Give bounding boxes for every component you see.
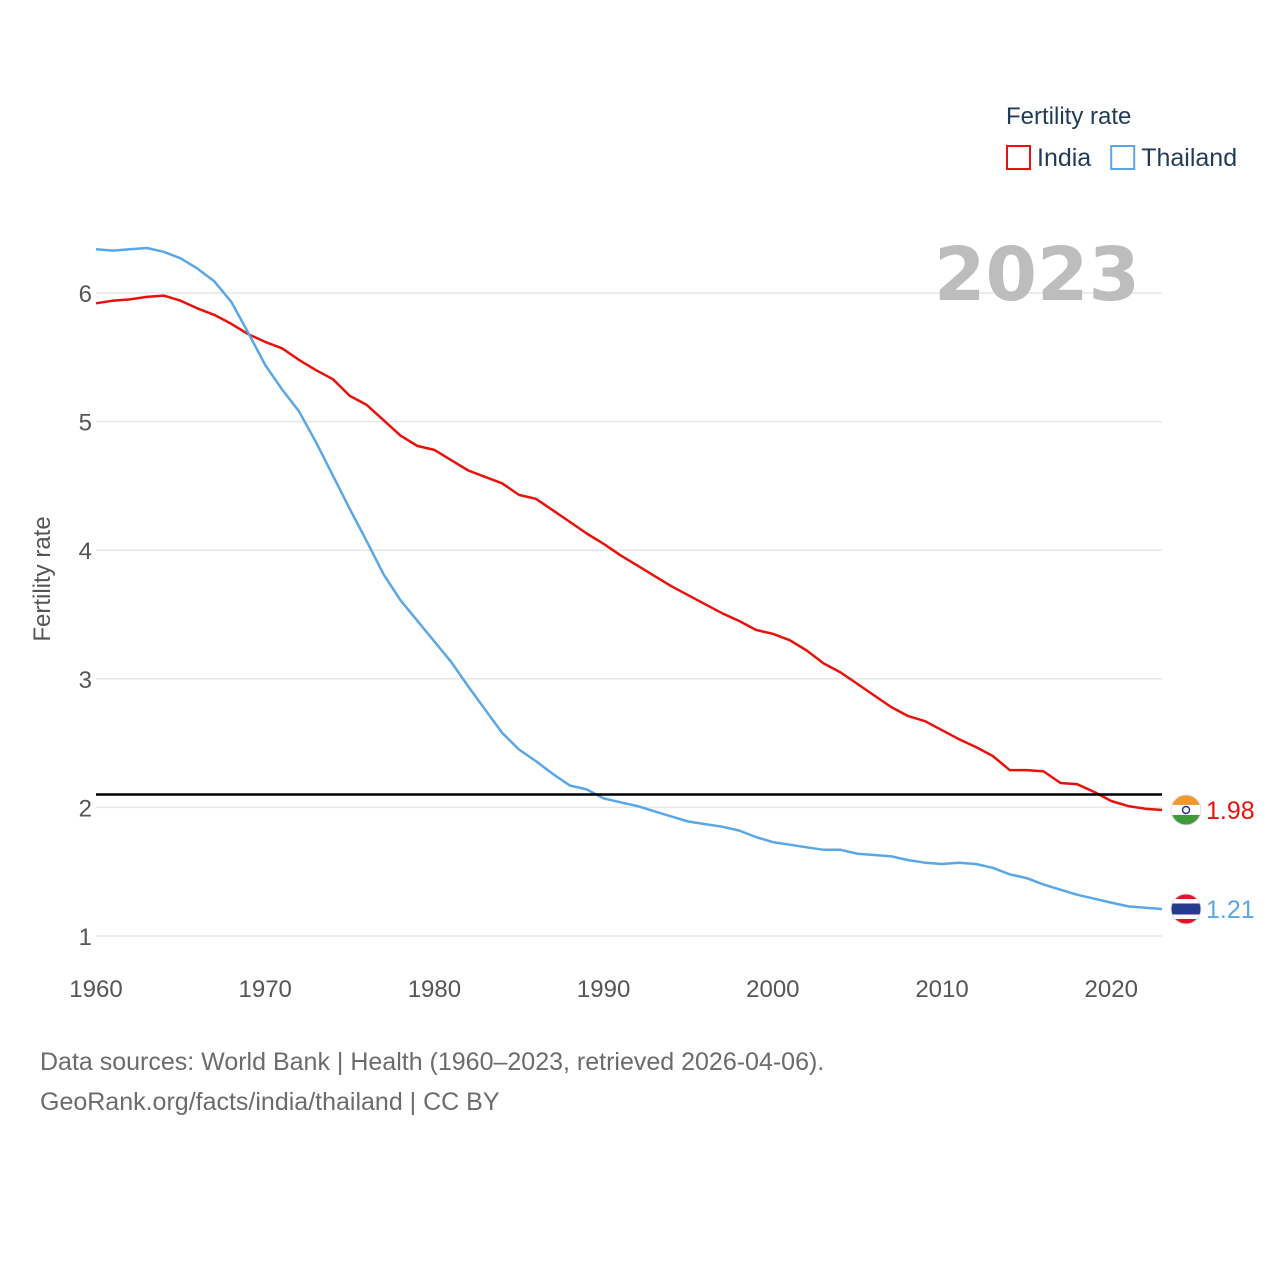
legend-item-india[interactable]: India: [1006, 144, 1091, 172]
y-axis-title: Fertility rate: [29, 516, 56, 641]
x-tick-label: 1960: [69, 976, 122, 1003]
end-markers: 1.98 1.21: [1170, 794, 1255, 925]
x-tick-label: 2000: [746, 976, 799, 1003]
y-axis-ticks: 1 2 3 4 5 6: [79, 281, 92, 951]
y-tick-label: 4: [79, 538, 92, 565]
footer-credit[interactable]: GeoRank.org/facts/india/thailand | CC BY: [40, 1088, 500, 1116]
series-line-india: [95, 294, 1163, 812]
x-axis-ticks: 1960 1970 1980 1990 2000 2010 2020: [69, 976, 1138, 1003]
y-tick-label: 2: [79, 795, 92, 822]
end-value-label-thailand: 1.21: [1206, 896, 1255, 924]
legend-label: India: [1037, 144, 1091, 172]
x-tick-label: 1990: [577, 976, 630, 1003]
footer-sources: Data sources: World Bank | Health (1960–…: [40, 1048, 825, 1076]
y-tick-label: 6: [79, 281, 92, 308]
x-tick-label: 2010: [915, 976, 968, 1003]
x-tick-label: 2020: [1085, 976, 1138, 1003]
series-line-thailand: [95, 246, 1163, 911]
x-tick-label: 1970: [239, 976, 292, 1003]
legend-label: Thailand: [1141, 144, 1237, 172]
footer: Data sources: World Bank | Health (1960–…: [40, 1042, 824, 1122]
current-year-label: 2023: [934, 232, 1140, 318]
grid-lines: [96, 292, 1162, 937]
legend: Fertility rate India Thailand: [1006, 103, 1237, 172]
x-tick-label: 1980: [408, 976, 461, 1003]
legend-swatch: [1006, 145, 1031, 170]
y-tick-label: 5: [79, 410, 92, 437]
legend-swatch: [1110, 145, 1136, 170]
series-layer: [95, 246, 1163, 911]
end-value-label-india: 1.98: [1206, 797, 1255, 825]
y-tick-label: 3: [79, 667, 92, 694]
thailand-flag-icon: [1171, 893, 1201, 924]
legend-title: Fertility rate: [1006, 103, 1131, 130]
legend-item-thailand[interactable]: Thailand: [1110, 144, 1237, 172]
india-flag-icon: [1171, 794, 1201, 825]
y-tick-label: 1: [79, 924, 92, 951]
